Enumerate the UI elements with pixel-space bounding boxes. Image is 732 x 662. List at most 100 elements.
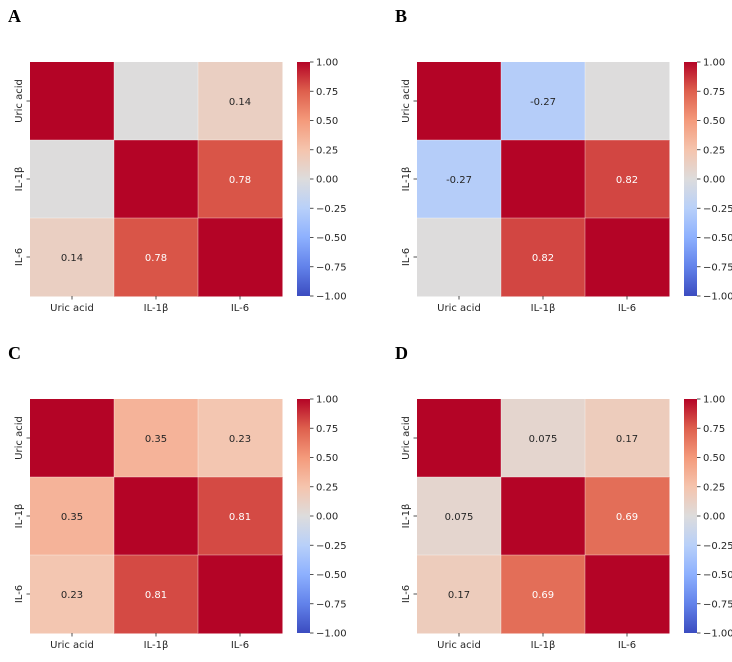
y-tick-label: IL-1β (401, 167, 412, 192)
cell-value-label: 0.78 (145, 253, 167, 264)
heatmap-c: 0.35 0.23 0.35 0.81 0.23 0.81 Uric acid IL-1β IL… (14, 395, 347, 652)
colorbar-tick-label: 1.00 (316, 58, 338, 69)
x-tick-label: Uric acid (50, 640, 94, 651)
cell-value-label: 0.17 (448, 590, 470, 601)
heatmap-d: 0.075 0.17 0.075 0.69 0.17 0.69 Uric acid IL-1β… (401, 395, 732, 652)
colorbar-tick-label: 0.75 (703, 424, 725, 435)
heatmap-cell (114, 399, 199, 478)
y-tick-label: IL-1β (14, 504, 25, 529)
panel-label: B (395, 6, 408, 26)
colorbar-tick-label: 0.50 (703, 116, 725, 127)
colorbar-tick-label: −1.00 (316, 292, 347, 303)
y-tick-label: Uric acid (401, 416, 412, 460)
heatmap-cell (585, 140, 670, 219)
heatmap-cell (30, 477, 115, 556)
colorbar (684, 62, 697, 296)
panel-d: D 0.075 0.17 0.075 0.69 0.17 0.69 Uric acid IL-… (387, 337, 732, 662)
x-tick-label: Uric acid (437, 303, 481, 314)
cell-value-label: 0.78 (229, 175, 251, 186)
y-tick-label: IL-1β (401, 504, 412, 529)
colorbar (684, 399, 697, 633)
heatmap-cell (114, 140, 199, 219)
heatmap-cell (585, 555, 670, 634)
colorbar-tick-label: 0.75 (703, 87, 725, 98)
colorbar-tick-label: 0.25 (316, 482, 338, 493)
heatmap-cell (198, 555, 283, 634)
heatmap-cell (114, 62, 199, 141)
panel-label: A (8, 6, 21, 26)
heatmap-cell (417, 140, 502, 219)
heatmap-cell (114, 555, 199, 634)
colorbar (297, 62, 310, 296)
panel-label: D (395, 343, 408, 363)
colorbar-tick-label: −0.25 (316, 541, 347, 552)
colorbar-tick-label: 0.00 (316, 512, 338, 523)
heatmap-cell (501, 555, 586, 634)
cell-value-label: 0.075 (445, 512, 474, 523)
colorbar-tick-label: 0.50 (316, 453, 338, 464)
cell-value-label: -0.27 (530, 97, 556, 108)
panel-b: B -0.27 -0.27 0.82 0.82 Uric acid IL-1β IL-6 Ur… (387, 0, 732, 325)
heatmap-cell (417, 62, 502, 141)
x-tick-label: IL-1β (531, 303, 556, 314)
x-tick-label: Uric acid (50, 303, 94, 314)
y-tick-label: IL-1β (14, 167, 25, 192)
cell-value-label: 0.82 (616, 175, 638, 186)
heatmap-cell (417, 555, 502, 634)
cell-value-label: 0.35 (61, 512, 83, 523)
cell-value-label: 0.35 (145, 434, 167, 445)
colorbar-tick-label: 1.00 (316, 395, 338, 406)
heatmap-cell (417, 399, 502, 478)
panel-c: C 0.35 0.23 0.35 0.81 0.23 0.81 Uric acid IL-1β… (0, 337, 366, 662)
cell-value-label: 0.17 (616, 434, 638, 445)
colorbar-tick-label: 0.50 (703, 453, 725, 464)
heatmap-cell (585, 399, 670, 478)
colorbar-tick-label: −1.00 (316, 629, 347, 640)
colorbar-tick-label: 0.00 (703, 512, 725, 523)
colorbar-tick-label: 0.00 (703, 175, 725, 186)
cell-value-label: 0.69 (616, 512, 638, 523)
heatmap-cell (585, 477, 670, 556)
heatmap-cell (501, 399, 586, 478)
cell-value-label: 0.075 (529, 434, 558, 445)
colorbar-tick-label: −0.75 (316, 262, 347, 273)
colorbar-tick-label: 0.50 (316, 116, 338, 127)
heatmap-cell (501, 62, 586, 141)
heatmap-cell (501, 477, 586, 556)
heatmap-cell (585, 218, 670, 297)
colorbar-tick-label: 0.75 (316, 87, 338, 98)
colorbar-tick-label: −0.75 (703, 599, 732, 610)
x-tick-label: IL-1β (531, 640, 556, 651)
colorbar-tick-label: −0.75 (703, 262, 732, 273)
heatmap-cell (114, 477, 199, 556)
x-tick-label: IL-6 (231, 640, 249, 651)
y-tick-label: IL-6 (14, 248, 25, 266)
colorbar-tick-label: −0.50 (316, 233, 347, 244)
colorbar-tick-label: −0.25 (703, 204, 732, 215)
x-tick-label: Uric acid (437, 640, 481, 651)
colorbar-tick-label: 0.25 (316, 145, 338, 156)
y-tick-label: IL-6 (401, 248, 412, 266)
heatmap-cell (501, 218, 586, 297)
heatmap-cell (114, 218, 199, 297)
x-tick-label: IL-1β (144, 303, 169, 314)
colorbar-tick-label: 0.75 (316, 424, 338, 435)
colorbar-tick-label: −1.00 (703, 292, 732, 303)
cell-value-label: 0.81 (229, 512, 251, 523)
heatmap-cell (198, 218, 283, 297)
cell-value-label: 0.82 (532, 253, 554, 264)
colorbar-tick-label: −1.00 (703, 629, 732, 640)
cell-value-label: 0.14 (229, 97, 251, 108)
colorbar-tick-label: −0.50 (316, 570, 347, 581)
panel-label: C (8, 343, 21, 363)
colorbar-tick-label: −0.75 (316, 599, 347, 610)
heatmap-cell (417, 218, 502, 297)
colorbar-tick-label: 0.00 (316, 175, 338, 186)
heatmap-a: 0.14 0.78 0.14 0.78 Uric acid IL-1β IL-6 Uric a… (14, 58, 347, 315)
cell-value-label: 0.81 (145, 590, 167, 601)
heatmap-cell (585, 62, 670, 141)
cell-value-label: 0.69 (532, 590, 554, 601)
x-tick-label: IL-1β (144, 640, 169, 651)
x-tick-label: IL-6 (618, 640, 636, 651)
heatmap-cell (30, 555, 115, 634)
